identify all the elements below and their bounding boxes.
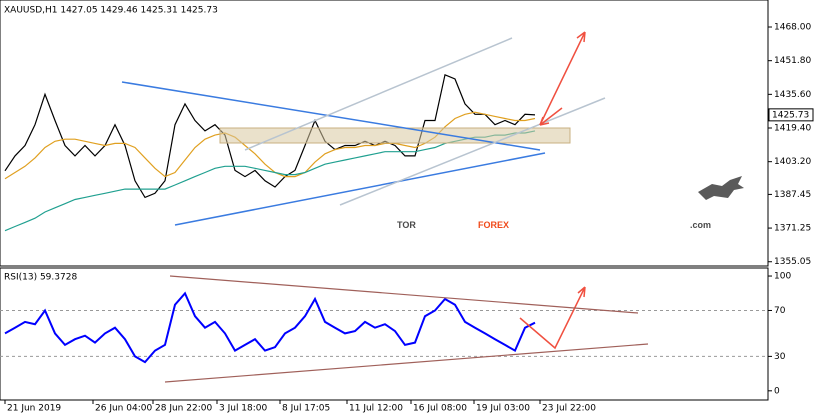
x-tick-label: 3 Jul 18:00 xyxy=(219,404,268,414)
bull-logo xyxy=(698,176,744,200)
y-tick-label: 1371.25 xyxy=(774,224,811,234)
watermark: .com xyxy=(690,220,711,230)
rsi-trend-line xyxy=(164,343,649,383)
x-tick-label: 21 Jun 2019 xyxy=(7,404,61,414)
chart-title: XAUUSD,H1 1427.05 1429.46 1425.31 1425.7… xyxy=(4,6,218,16)
y-tick-label: 70 xyxy=(774,306,786,316)
watermark: FOREX xyxy=(478,220,509,230)
support-zone xyxy=(219,127,571,144)
y-tick-label: 1468.00 xyxy=(774,23,811,33)
y-tick-label: 1355.05 xyxy=(774,257,811,267)
forecast-arrows xyxy=(519,31,586,350)
rsi-title: RSI(13) 59.3728 xyxy=(4,273,77,283)
trend-line xyxy=(121,81,541,151)
last-price-box xyxy=(768,108,814,122)
y-tick-label: 1419.40 xyxy=(774,124,811,134)
trend-line xyxy=(174,152,546,226)
series-line xyxy=(4,291,536,364)
series-line xyxy=(4,73,536,199)
x-tick-label: 19 Jul 03:00 xyxy=(476,404,530,414)
x-tick-label: 26 Jun 04:00 xyxy=(95,404,152,414)
x-tick-label: 23 Jul 22:00 xyxy=(542,404,596,414)
channel-line xyxy=(244,37,513,151)
y-tick-label: 1387.45 xyxy=(774,190,811,200)
x-tick-label: 11 Jul 12:00 xyxy=(349,404,403,414)
rsi-panel xyxy=(0,267,769,401)
y-tick-label: 0 xyxy=(774,386,780,396)
y-tick-label: 1403.20 xyxy=(774,157,811,167)
x-tick-label: 28 Jun 22:00 xyxy=(155,404,212,414)
y-tick-label: 100 xyxy=(774,272,791,282)
y-tick-label: 30 xyxy=(774,352,786,362)
watermark: TOR xyxy=(397,220,416,230)
last-price-label: 1425.73 xyxy=(772,110,809,120)
x-tick-label: 8 Jul 17:05 xyxy=(282,404,330,414)
y-tick-label: 1435.60 xyxy=(774,90,811,100)
y-tick-label: 1451.80 xyxy=(774,56,811,66)
series-line xyxy=(4,111,536,180)
channel-line xyxy=(339,97,606,206)
x-tick-label: 16 Jul 08:00 xyxy=(413,404,467,414)
rsi-trend-line xyxy=(169,275,639,314)
